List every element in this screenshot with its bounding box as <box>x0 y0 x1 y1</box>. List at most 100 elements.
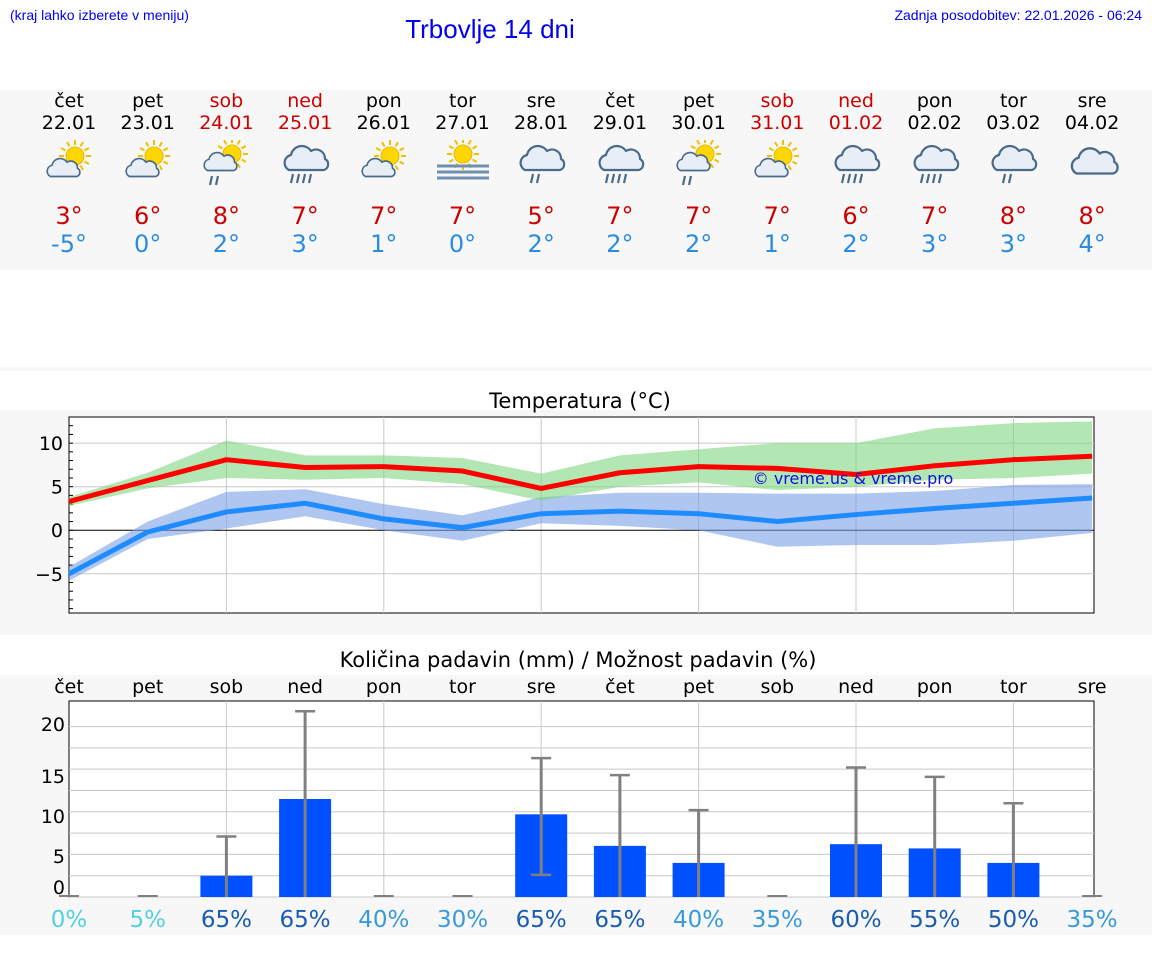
day-forecast: čet 22.01 3° -5° <box>29 90 109 258</box>
day-name: ned <box>287 90 323 112</box>
precip-day-label: sre <box>1078 676 1107 698</box>
precip-day-label: pon <box>366 676 402 698</box>
sun-cloud-rain-icon <box>203 140 249 186</box>
precip-chance-label: 30% <box>437 907 488 933</box>
max-temp: 7° <box>448 202 477 230</box>
min-temp: 2° <box>527 230 555 258</box>
divider <box>0 367 1152 371</box>
cloud-icon <box>1070 147 1119 175</box>
day-forecast: sob 24.01 8° 2° <box>186 90 266 258</box>
min-temp: 2° <box>842 230 870 258</box>
precip-chance-label: 35% <box>1067 907 1118 933</box>
min-temp: 1° <box>763 230 791 258</box>
day-forecast: pet 30.01 7° 2° <box>659 90 739 258</box>
precip-day-label: pon <box>917 676 953 698</box>
day-date: 02.02 <box>907 112 962 134</box>
day-name: sre <box>1077 90 1107 112</box>
day-forecast: sre 04.02 8° 4° <box>1052 90 1132 258</box>
precip-day-label: pet <box>683 676 714 698</box>
y-tick-label: −5 <box>35 564 63 586</box>
watermark: © vreme.us & vreme.pro <box>753 469 954 488</box>
day-forecast: sob 31.01 7° 1° <box>737 90 817 258</box>
precip-day-label: sob <box>210 676 244 698</box>
precipitation-chart: Količina padavin (mm) / Možnost padavin … <box>41 648 1118 933</box>
max-temp: 8° <box>999 202 1028 230</box>
precip-chance-label: 50% <box>988 907 1039 933</box>
precipitation-y-ticks: 20 15 10 5 0 <box>41 714 65 899</box>
day-date: 23.01 <box>120 112 175 134</box>
day-date: 25.01 <box>277 112 333 134</box>
cloud-rain-icon <box>283 144 330 184</box>
day-name: pet <box>682 90 715 112</box>
precip-chance-label: 40% <box>358 907 409 933</box>
precipitation-chance-labels: 0% 5% 65% 65% 40% 30% 65% 65% 40% 35% 60% 55% 50% 35% <box>51 907 1118 933</box>
max-temp: 5° <box>527 202 555 230</box>
precip-chance-label: 35% <box>752 907 803 933</box>
temp-line-max <box>68 453 1093 504</box>
day-forecast: pon 02.02 7° 3° <box>895 90 975 258</box>
temp-line-min <box>67 495 1093 577</box>
day-date: 22.01 <box>41 112 97 134</box>
precip-day-label: čet <box>54 676 84 698</box>
max-temp: 6° <box>134 202 162 230</box>
day-name: tor <box>449 90 476 112</box>
day-forecast: tor 03.02 8° 3° <box>973 90 1053 258</box>
last-updated: Zadnja posodobitev: 22.01.2026 - 06:24 <box>894 7 1142 23</box>
min-temp: 2° <box>684 230 713 258</box>
y-tick-label: 10 <box>39 433 63 455</box>
day-forecast: ned 25.01 7° 3° <box>265 90 345 258</box>
y-tick-label: 20 <box>41 714 65 736</box>
precip-chance-label: 65% <box>594 907 645 933</box>
day-date: 24.01 <box>199 112 254 134</box>
location-hint: (kraj lahko izberete v meniju) <box>10 7 189 23</box>
max-temp: 7° <box>684 202 713 230</box>
day-name: pon <box>365 90 402 112</box>
max-temp: 8° <box>1078 202 1106 230</box>
max-temp: 8° <box>212 202 241 230</box>
precipitation-day-labels: čet pet sob ned pon tor sre čet pet sob ned pon tor s… <box>54 676 1106 698</box>
day-forecast: pet 23.01 6° 0° <box>108 90 188 258</box>
day-forecast: tor 27.01 7° 0° <box>423 90 503 258</box>
day-date: 30.01 <box>671 112 726 134</box>
max-temp: 7° <box>921 202 949 230</box>
day-date: 31.01 <box>750 112 805 134</box>
day-name: tor <box>999 90 1027 112</box>
y-tick-label: 5 <box>51 477 63 499</box>
min-temp: 1° <box>370 230 398 258</box>
y-tick-label: 0 <box>51 520 63 542</box>
y-tick-label: 15 <box>41 766 65 788</box>
day-date: 01.02 <box>828 112 884 134</box>
precip-chance-label: 65% <box>201 907 252 933</box>
day-name: sob <box>209 90 244 112</box>
temperature-lines <box>67 453 1093 577</box>
min-temp: 2° <box>606 230 634 258</box>
precip-day-label: tor <box>1000 676 1027 698</box>
precip-chance-label: 60% <box>830 907 881 933</box>
precip-chance-label: 65% <box>280 907 331 933</box>
cloud-light-rain-icon <box>991 144 1038 184</box>
day-date: 27.01 <box>435 112 490 134</box>
y-tick-label: 5 <box>53 846 65 868</box>
precip-day-label: čet <box>605 676 635 698</box>
day-name: čet <box>54 90 84 112</box>
min-temp: 3° <box>291 230 319 258</box>
precip-day-label: pet <box>132 676 163 698</box>
min-temp: 0° <box>448 230 477 258</box>
precip-day-label: ned <box>287 676 323 698</box>
day-name: ned <box>838 90 874 112</box>
precip-chance-label: 40% <box>673 907 724 933</box>
max-temp: 3° <box>55 202 83 230</box>
precip-chance-label: 5% <box>129 907 166 933</box>
max-temp: 6° <box>842 202 870 230</box>
max-temp: 7° <box>763 202 791 230</box>
day-forecast: sre 28.01 5° 2° <box>501 90 581 258</box>
temperature-chart: Temperatura (°C) 10 5 0 −5 © vreme.us & vre… <box>35 389 1095 614</box>
day-forecast: čet 29.01 7° 2° <box>580 90 660 258</box>
cloud-rain-icon <box>834 144 881 184</box>
day-name: pet <box>132 90 164 112</box>
day-forecast-row: čet 22.01 3° -5° pet 23.01 6° 0° sob 24.01 8° 2°… <box>0 90 1152 258</box>
sun-cloud-icon <box>46 140 91 178</box>
forecast-band <box>0 90 1152 270</box>
min-temp: 3° <box>999 230 1028 258</box>
